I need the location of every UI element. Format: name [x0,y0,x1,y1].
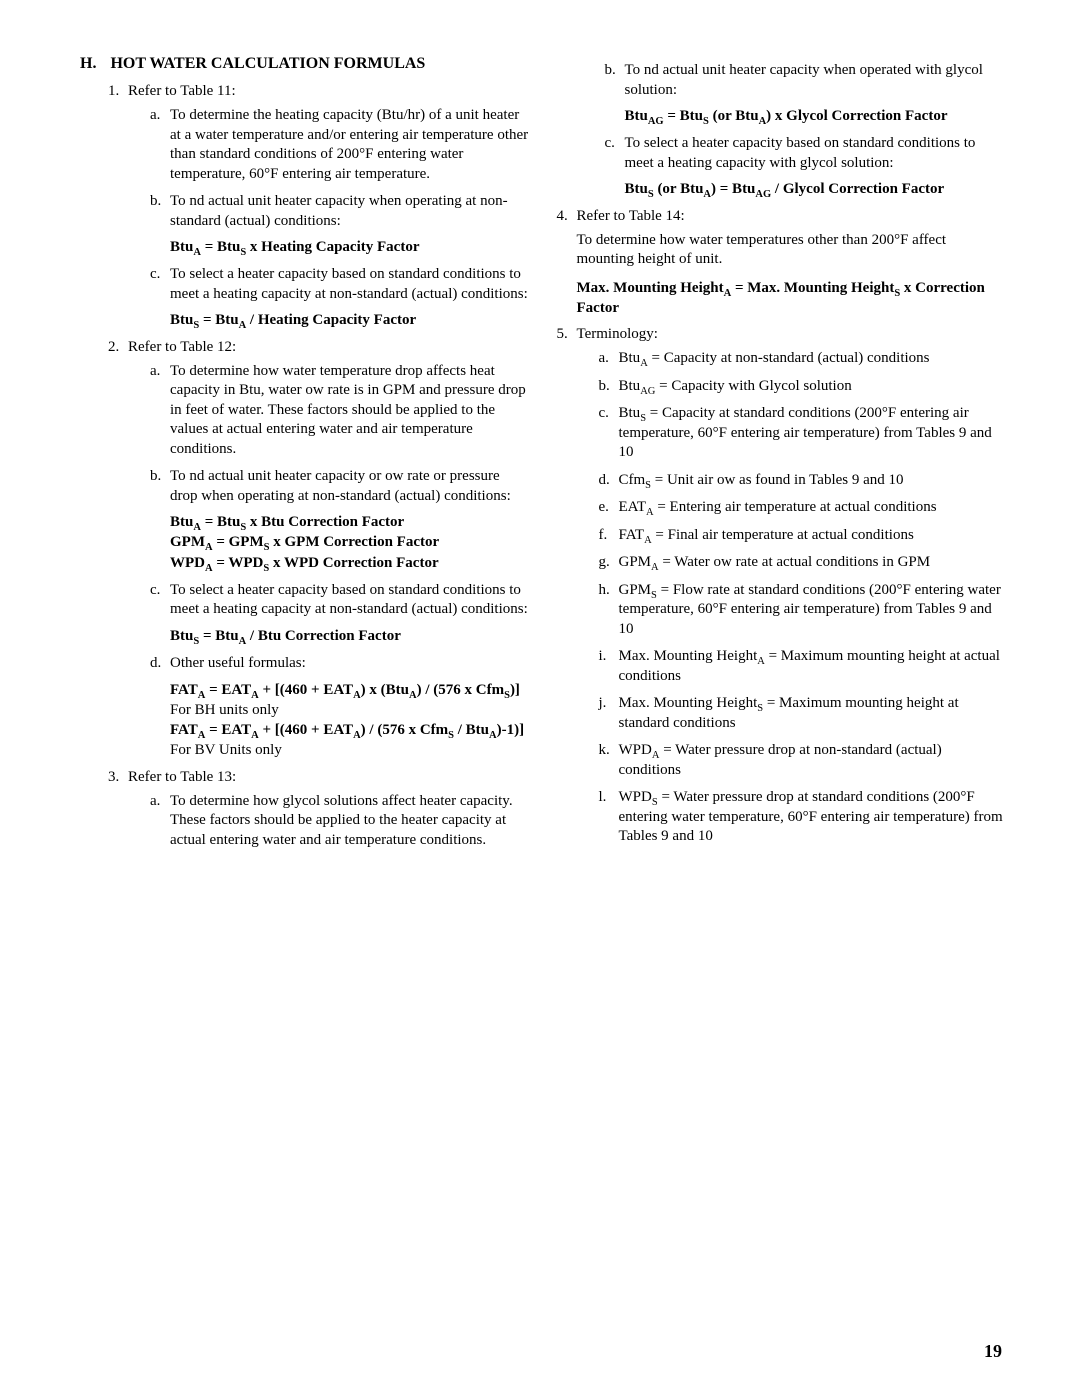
item-4: 4. Refer to Table 14: To determine how w… [557,208,1006,319]
item-3-cont: b. To nd actual unit heater capacity whe… [557,61,1006,200]
term-i: i.Max. Mounting HeightA = Maximum mounti… [599,647,1006,686]
item-2: 2. Refer to Table 12: a. To determine ho… [108,339,529,761]
item-2a: a. To determine how water temperature dr… [150,362,529,460]
item-1b: b. To nd actual unit heater capacity whe… [150,192,529,257]
formula-3b: BtuAG = BtuS (or BtuA) x Glycol Correcti… [625,106,1006,126]
item-1: 1. Refer to Table 11: a. To determine th… [108,83,529,331]
item-3: 3. Refer to Table 13: a. To determine ho… [108,769,529,851]
formula-3c: BtuS (or BtuA) = BtuAG / Glycol Correcti… [625,179,1006,199]
item-2c: c. To select a heater capacity based on … [150,581,529,646]
item-1c: c. To select a heater capacity based on … [150,265,529,330]
section-letter: H. [80,55,96,73]
term-l: l.WPDS = Water pressure drop at standard… [599,788,1006,847]
term-e: e.EATA = Entering air temperature at act… [599,498,1006,518]
item-5: 5. Terminology: a.BtuA = Capacity at non… [557,326,1006,847]
term-a: a.BtuA = Capacity at non-standard (actua… [599,349,1006,369]
section-title: HOT WATER CALCULATION FORMULAS [110,55,425,72]
left-column: H. HOT WATER CALCULATION FORMULAS 1. Ref… [80,55,529,858]
formula-1c: BtuS = BtuA / Heating Capacity Factor [170,310,529,330]
formula-1b: BtuA = BtuS x Heating Capacity Factor [170,237,529,257]
formula-2c: BtuS = BtuA / Btu Correction Factor [170,626,529,646]
item-4-text: To determine how water temperatures othe… [577,231,1006,270]
page-number: 19 [984,1341,1002,1362]
item-3c: c. To select a heater capacity based on … [605,134,1006,199]
term-d: d.CfmS = Unit air ow as found in Tables … [599,471,1006,491]
formula-2d: FATA = EATA + [(460 + EATA) x (BtuA) / (… [170,680,529,761]
term-c: c.BtuS = Capacity at standard conditions… [599,404,1006,463]
term-h: h.GPMS = Flow rate at standard condition… [599,581,1006,640]
term-g: g.GPMA = Water ow rate at actual conditi… [599,553,1006,573]
term-k: k.WPDA = Water pressure drop at non-stan… [599,741,1006,780]
item-1a: a. To determine the heating capacity (Bt… [150,106,529,184]
right-column: b. To nd actual unit heater capacity whe… [557,55,1006,858]
item-1-text: Refer to Table 11: [128,83,236,99]
formula-4: Max. Mounting HeightA = Max. Mounting He… [577,278,1006,319]
section-heading: H. HOT WATER CALCULATION FORMULAS [80,55,529,73]
item-2b: b. To nd actual unit heater capacity or … [150,467,529,573]
item-3a: a. To determine how glycol solutions aff… [150,792,529,851]
item-3b: b. To nd actual unit heater capacity whe… [605,61,1006,126]
formula-2b: BtuA = BtuS x Btu Correction FactorGPMA … [170,512,529,573]
item-2d: d. Other useful formulas: FATA = EATA + … [150,654,529,761]
item-1-marker: 1. [108,83,119,100]
term-f: f.FATA = Final air temperature at actual… [599,526,1006,546]
term-j: j.Max. Mounting HeightS = Maximum mounti… [599,694,1006,733]
term-b: b.BtuAG = Capacity with Glycol solution [599,377,1006,397]
